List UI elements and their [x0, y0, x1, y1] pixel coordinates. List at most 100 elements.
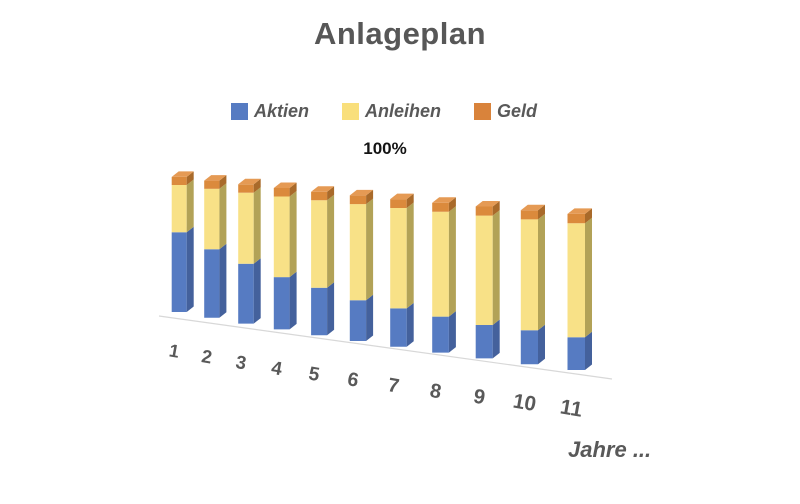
bar-8-geld-top [432, 197, 456, 203]
bar-4-anleihen-front [273, 196, 290, 278]
bar-11-aktien-front [567, 337, 585, 370]
bar-7-aktien-side [406, 302, 414, 347]
bar-8-anleihen-front [432, 211, 449, 317]
bar-10-geld-top [520, 204, 545, 211]
legend: Aktien Anleihen Geld [231, 101, 537, 122]
bar-5-geld-top [311, 186, 335, 192]
legend-item-aktien: Aktien [231, 101, 309, 122]
bar-7-geld-side [406, 193, 414, 208]
bar-10-geld-side [538, 204, 545, 220]
bar-5-aktien-front [311, 287, 328, 336]
bar-1-geld-top [171, 171, 194, 177]
bar-11-geld-front [567, 213, 585, 224]
legend-label-aktien: Aktien [254, 101, 310, 121]
bar-3-anleihen-front [238, 192, 254, 264]
bar-10-geld-front [520, 210, 538, 220]
bar-8-geld-front [432, 202, 449, 212]
bar-7-aktien-front [390, 308, 407, 347]
anleihen-swatch-icon [342, 103, 360, 120]
legend-label-geld: Geld [497, 101, 538, 121]
x-axis-label-6: 6 [346, 368, 361, 392]
x-axis-label-3: 3 [234, 351, 248, 373]
bar-6-geld-front [349, 195, 367, 205]
bar-4-aktien-side [289, 271, 297, 330]
bar-2-geld-front [204, 180, 220, 189]
axis-max-label: 100% [363, 139, 407, 158]
bar-9-aktien-front [475, 325, 493, 359]
bar-7-geld-front [390, 199, 407, 208]
bar-1-aktien-front [171, 232, 187, 312]
bar-11-anleihen-front [567, 223, 585, 338]
bar-4-anleihen-side [289, 191, 297, 278]
bar-10-aktien-side [538, 324, 545, 365]
bar-11-aktien-side [585, 331, 592, 370]
x-axis-label-8: 8 [428, 380, 443, 404]
bar-8-aktien-side [448, 311, 456, 353]
bar-9-anleihen-side [492, 210, 500, 325]
bar-1-geld-front [171, 176, 187, 185]
bar-10-anleihen-front [520, 219, 538, 331]
bar-2-geld-top [204, 175, 227, 181]
bar-3-geld-side [253, 178, 261, 193]
bar-9-geld-top [475, 201, 500, 207]
bar-4-geld-side [289, 182, 297, 197]
bar-9-anleihen-front [475, 215, 493, 325]
x-axis-label-4: 4 [270, 358, 284, 381]
bar-10-anleihen-side [538, 213, 545, 331]
bar-1-anleihen-side [186, 179, 194, 233]
bar-7-anleihen-front [390, 208, 407, 309]
bar-4-geld-top [273, 182, 297, 188]
bar-1-aktien-side [186, 226, 194, 312]
x-axis-label-9: 9 [472, 386, 487, 410]
bar-7-geld-top [390, 193, 414, 200]
bar-11-anleihen-side [585, 217, 592, 338]
bar-6-anleihen-side [366, 198, 374, 301]
bar-8-geld-side [448, 197, 456, 212]
bar-8-aktien-front [432, 316, 449, 353]
x-axis-label-5: 5 [307, 364, 321, 387]
legend-item-anleihen: Anleihen [342, 101, 441, 122]
bar-6-anleihen-front [349, 204, 367, 301]
bar-2-anleihen-side [219, 183, 227, 250]
bar-3-anleihen-side [253, 187, 261, 264]
legend-label-anleihen: Anleihen [365, 101, 442, 121]
x-axis-label-11: 11 [558, 395, 584, 422]
floor-baseline [158, 315, 613, 380]
x-axis-label-7: 7 [386, 374, 401, 398]
bar-5-anleihen-side [327, 194, 335, 288]
legend-item-geld: Geld [474, 101, 537, 122]
bar-6-aktien-front [349, 300, 367, 341]
chart-title: Anlageplan [313, 16, 487, 51]
bar-10-aktien-front [520, 330, 538, 365]
bar-5-geld-side [327, 186, 335, 201]
bar-4-geld-front [273, 188, 290, 197]
bar-6-geld-side [366, 189, 374, 205]
bar-2-anleihen-front [204, 188, 220, 250]
bar-9-geld-side [492, 201, 500, 216]
bar-6-aktien-side [366, 294, 374, 341]
bar-5-anleihen-front [311, 200, 328, 288]
x-axis-label-1: 1 [168, 340, 181, 361]
bar-2-geld-side [219, 175, 227, 189]
x-axis-label-2: 2 [200, 345, 214, 367]
bar-3-geld-top [238, 178, 261, 185]
bar-3-geld-front [238, 184, 254, 193]
bar-3-aktien-front [238, 263, 254, 324]
geld-swatch-icon [474, 103, 492, 120]
x-axis-label-10: 10 [511, 389, 538, 416]
bar-2-aktien-side [219, 243, 227, 318]
bar-8-anleihen-side [448, 206, 456, 317]
bar-9-geld-front [475, 206, 493, 216]
bar-4-aktien-front [273, 277, 290, 330]
bar-6-geld-top [349, 189, 374, 196]
bar-11-geld-side [585, 208, 592, 224]
bar-1-anleihen-front [171, 185, 187, 233]
bar-9-aktien-side [492, 319, 500, 359]
bar-1-geld-side [186, 171, 194, 185]
bar-3-aktien-side [253, 258, 261, 324]
bar-2-aktien-front [204, 249, 220, 318]
bar-11-geld-top [567, 208, 592, 214]
bar-7-anleihen-side [406, 202, 414, 309]
